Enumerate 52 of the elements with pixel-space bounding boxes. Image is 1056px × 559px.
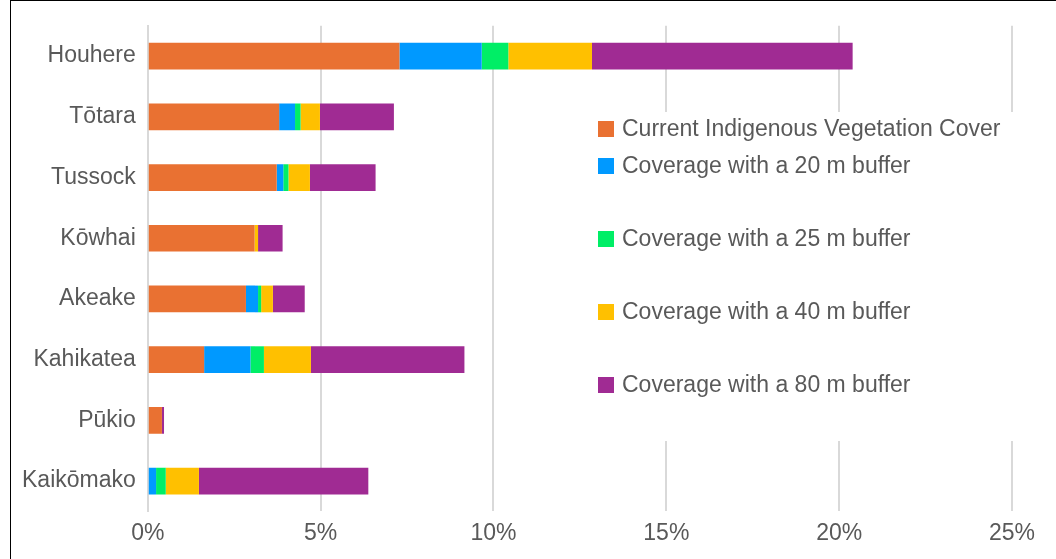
x-tick-label: 25% [988,518,1036,545]
bar [148,42,400,70]
bar [261,285,273,313]
legend-label: Coverage with a 80 m buffer [622,370,911,399]
bar [258,285,262,313]
x-tick-label: 15% [643,518,690,545]
y-tick-label: Tōtara [69,102,136,129]
x-tick-label: 10% [470,518,517,545]
legend-label: Coverage with a 40 m buffer [622,297,911,326]
y-tick-label: Akeake [59,284,136,311]
bar [279,103,296,131]
x-tick-label: 0% [131,518,165,545]
bar [148,285,246,313]
bar [245,285,259,313]
bar [272,285,305,313]
bar [258,224,283,252]
bar [295,103,301,131]
bar [310,346,465,373]
bar [591,42,853,70]
bar [399,42,482,70]
y-tick-label: Kaikōmako [21,466,136,493]
bar [148,224,255,252]
bar [319,103,394,131]
bar [276,164,284,191]
bar [288,164,310,191]
y-tick-label: Kōwhai [60,223,136,250]
bar [283,164,289,191]
legend-label: Coverage with a 20 m buffer [622,151,911,180]
y-tick-label: Houhere [47,41,136,68]
bar [481,42,509,70]
bar [165,467,199,495]
y-tick-label: Kahikatea [33,344,136,371]
bar [263,346,311,373]
y-tick-label: Pūkio [78,405,136,432]
bar [508,42,592,70]
bar [309,164,376,191]
bar [204,346,251,373]
y-tick-label: Tussock [50,162,137,189]
bar [148,467,157,495]
bar [250,346,264,373]
legend-label: Coverage with a 25 m buffer [622,224,911,253]
x-tick-label: 20% [816,518,863,545]
bar [300,103,320,131]
bar [148,346,205,373]
bar [148,164,277,191]
bar [198,467,369,495]
x-tick-label: 5% [304,518,338,545]
legend-label: Current Indigenous Vegetation Cover [622,114,1001,143]
bar [156,467,166,495]
bar [148,407,162,434]
bar [161,407,165,434]
bar [148,103,280,131]
